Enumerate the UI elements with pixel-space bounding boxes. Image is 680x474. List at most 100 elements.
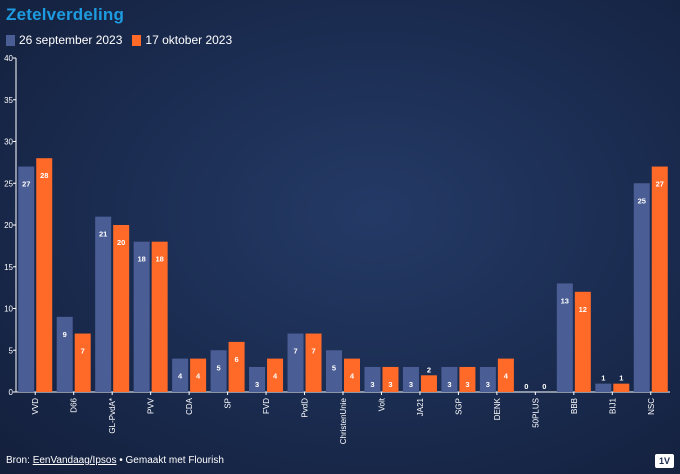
data-label: 1	[619, 374, 623, 383]
data-label: 3	[255, 380, 259, 389]
legend-label-series1: 26 september 2023	[19, 33, 123, 47]
x-tick-label: PVV	[147, 397, 156, 414]
data-label: 7	[81, 347, 85, 356]
x-tick-label: 50PLUS	[531, 398, 540, 428]
data-label: 4	[273, 372, 278, 381]
data-label: 27	[656, 180, 664, 189]
data-label: 27	[22, 180, 30, 189]
y-tick-label: 20	[4, 221, 13, 230]
y-tick-label: 5	[9, 346, 14, 355]
bar-series1	[595, 383, 612, 392]
bar-series1	[56, 316, 73, 392]
bar-series2	[459, 366, 476, 392]
data-label: 3	[409, 380, 413, 389]
chart-title: Zetelverdeling	[6, 5, 125, 24]
y-tick-label: 40	[4, 54, 13, 63]
x-tick-label: BBB	[570, 398, 579, 414]
data-label: 7	[293, 347, 297, 356]
flourish-badge[interactable]: 1V	[654, 454, 674, 468]
x-tick-label: PvdD	[301, 398, 310, 418]
bar-series1	[95, 216, 112, 392]
source-link[interactable]: EenVandaag/Ipsos	[32, 455, 117, 466]
bar-series1	[18, 166, 35, 392]
bar-series2	[420, 375, 437, 392]
data-label: 1	[601, 374, 605, 383]
bar-series1	[633, 183, 650, 392]
y-tick-label: 10	[4, 305, 13, 314]
x-tick-label: NSC	[647, 398, 656, 415]
data-label: 18	[155, 255, 163, 264]
bar-series1	[402, 366, 419, 392]
bar-series1	[441, 366, 458, 392]
legend-item-series2[interactable]: 17 oktober 2023	[132, 33, 232, 47]
bar-series1	[172, 358, 189, 392]
data-label: 6	[235, 355, 239, 364]
bar-series2	[382, 366, 399, 392]
x-tick-label: SP	[224, 398, 233, 409]
data-label: 13	[561, 296, 569, 305]
bar-series2	[267, 358, 284, 392]
data-label: 28	[40, 171, 48, 180]
bar-series2	[74, 333, 91, 392]
data-label: 0	[524, 382, 528, 391]
bar-series1	[326, 350, 342, 392]
data-label: 4	[178, 372, 183, 381]
data-label: 4	[196, 372, 201, 381]
x-tick-label: Volt	[377, 397, 386, 411]
legend-swatch-series2	[132, 34, 142, 46]
data-label: 3	[447, 380, 451, 389]
data-label: 21	[99, 230, 107, 239]
bar-series2	[305, 333, 322, 392]
bar-series1	[556, 283, 573, 392]
x-tick-label: DENK	[493, 397, 502, 420]
bar-series2	[497, 358, 514, 392]
legend-label-series2: 17 oktober 2023	[145, 33, 233, 47]
bar-series2	[228, 341, 245, 392]
data-label: 7	[311, 347, 315, 356]
y-tick-label: 15	[4, 263, 13, 272]
bar-series1	[479, 366, 496, 392]
data-label: 5	[217, 363, 221, 372]
data-label: 4	[350, 372, 355, 381]
bar-series2	[36, 158, 53, 392]
data-label: 12	[579, 305, 587, 314]
bar-series2	[613, 383, 630, 392]
bar-series2	[651, 166, 668, 392]
x-tick-label: JA21	[416, 397, 425, 416]
footer-suffix: • Gemaakt met Flourish	[116, 455, 224, 466]
x-tick-label: ChristenUnie	[339, 397, 348, 444]
bar-series1	[249, 366, 266, 392]
data-label: 3	[370, 380, 374, 389]
legend-item-series1[interactable]: 26 september 2023	[6, 33, 122, 47]
data-label: 18	[137, 255, 145, 264]
data-label: 2	[427, 365, 431, 374]
data-label: 3	[388, 380, 392, 389]
x-tick-label: FVD	[262, 398, 271, 414]
bar-series2	[190, 358, 207, 392]
data-label: 3	[465, 380, 469, 389]
data-label: 0	[542, 382, 546, 391]
data-label: 25	[638, 196, 646, 205]
data-label: 20	[117, 238, 125, 247]
bar-series1	[287, 333, 304, 392]
bar-series1	[364, 366, 381, 392]
footer-source: Bron: EenVandaag/Ipsos • Gemaakt met Flo…	[6, 455, 224, 466]
data-label: 4	[504, 372, 509, 381]
bar-series2	[113, 225, 130, 392]
footer-prefix: Bron:	[6, 455, 33, 466]
x-tick-label: GL-PvdA*	[108, 398, 117, 434]
legend-swatch-series1	[6, 34, 15, 46]
y-tick-label: 25	[4, 179, 13, 188]
x-tick-label: BIJ1	[608, 397, 617, 414]
data-label: 3	[486, 380, 490, 389]
bar-series1	[133, 241, 150, 392]
bar-series2	[151, 241, 168, 392]
x-tick-label: VVD	[31, 398, 40, 415]
data-label: 5	[332, 363, 336, 372]
x-tick-label: D66	[70, 397, 79, 412]
y-tick-label: 30	[4, 138, 13, 147]
data-label: 9	[63, 330, 67, 339]
y-tick-label: 35	[4, 96, 13, 105]
bar-series2	[574, 291, 591, 392]
